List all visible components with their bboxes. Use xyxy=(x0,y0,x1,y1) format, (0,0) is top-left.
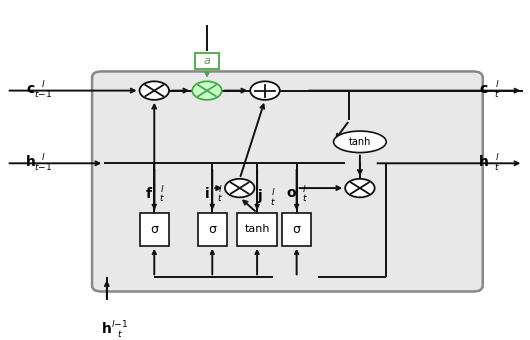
FancyBboxPatch shape xyxy=(140,213,169,246)
Text: $\mathbf{c}$: $\mathbf{c}$ xyxy=(26,82,35,96)
Text: $t$: $t$ xyxy=(160,192,165,203)
Text: $\mathbf{c}$: $\mathbf{c}$ xyxy=(479,82,489,96)
Text: $l\!-\!1$: $l\!-\!1$ xyxy=(111,318,129,329)
Text: $l$: $l$ xyxy=(494,151,499,162)
Text: σ: σ xyxy=(293,223,301,236)
Text: $l$: $l$ xyxy=(271,186,275,197)
Text: tanh: tanh xyxy=(349,137,371,147)
Text: $l$: $l$ xyxy=(302,183,307,193)
FancyBboxPatch shape xyxy=(92,71,483,291)
Text: σ: σ xyxy=(151,223,158,236)
Text: $\mathbf{j}$: $\mathbf{j}$ xyxy=(257,187,263,205)
Text: $t$: $t$ xyxy=(217,192,223,203)
FancyBboxPatch shape xyxy=(282,213,311,246)
Circle shape xyxy=(225,179,254,197)
Text: $t$: $t$ xyxy=(302,192,307,203)
FancyBboxPatch shape xyxy=(198,213,227,246)
Text: $\mathbf{h}$: $\mathbf{h}$ xyxy=(25,154,36,169)
Text: $l$: $l$ xyxy=(160,183,164,193)
Text: $\mathbf{h}$: $\mathbf{h}$ xyxy=(479,154,489,169)
Text: $l$: $l$ xyxy=(218,183,223,193)
Ellipse shape xyxy=(333,131,386,153)
Text: $\mathbf{o}$: $\mathbf{o}$ xyxy=(286,186,297,200)
Text: tanh: tanh xyxy=(244,224,270,234)
Text: $t\!-\!1$: $t\!-\!1$ xyxy=(34,88,53,99)
Text: $t$: $t$ xyxy=(494,161,500,172)
Text: σ: σ xyxy=(208,223,216,236)
Text: $t\!-\!1$: $t\!-\!1$ xyxy=(34,161,53,172)
Text: $l$: $l$ xyxy=(41,151,46,162)
Text: $\mathbf{f}$: $\mathbf{f}$ xyxy=(145,186,153,201)
Circle shape xyxy=(345,179,375,197)
Circle shape xyxy=(192,81,222,100)
Text: a: a xyxy=(204,56,210,66)
FancyBboxPatch shape xyxy=(237,213,277,246)
Text: $l$: $l$ xyxy=(494,79,499,89)
Circle shape xyxy=(139,81,169,100)
FancyBboxPatch shape xyxy=(196,53,218,69)
Text: $t$: $t$ xyxy=(117,328,123,339)
Text: $l$: $l$ xyxy=(41,79,46,89)
Text: $\mathbf{h}$: $\mathbf{h}$ xyxy=(101,321,112,336)
Text: $\mathbf{i}$: $\mathbf{i}$ xyxy=(204,186,210,201)
Text: $t$: $t$ xyxy=(494,88,500,99)
Text: $t$: $t$ xyxy=(270,196,276,207)
Circle shape xyxy=(250,81,280,100)
